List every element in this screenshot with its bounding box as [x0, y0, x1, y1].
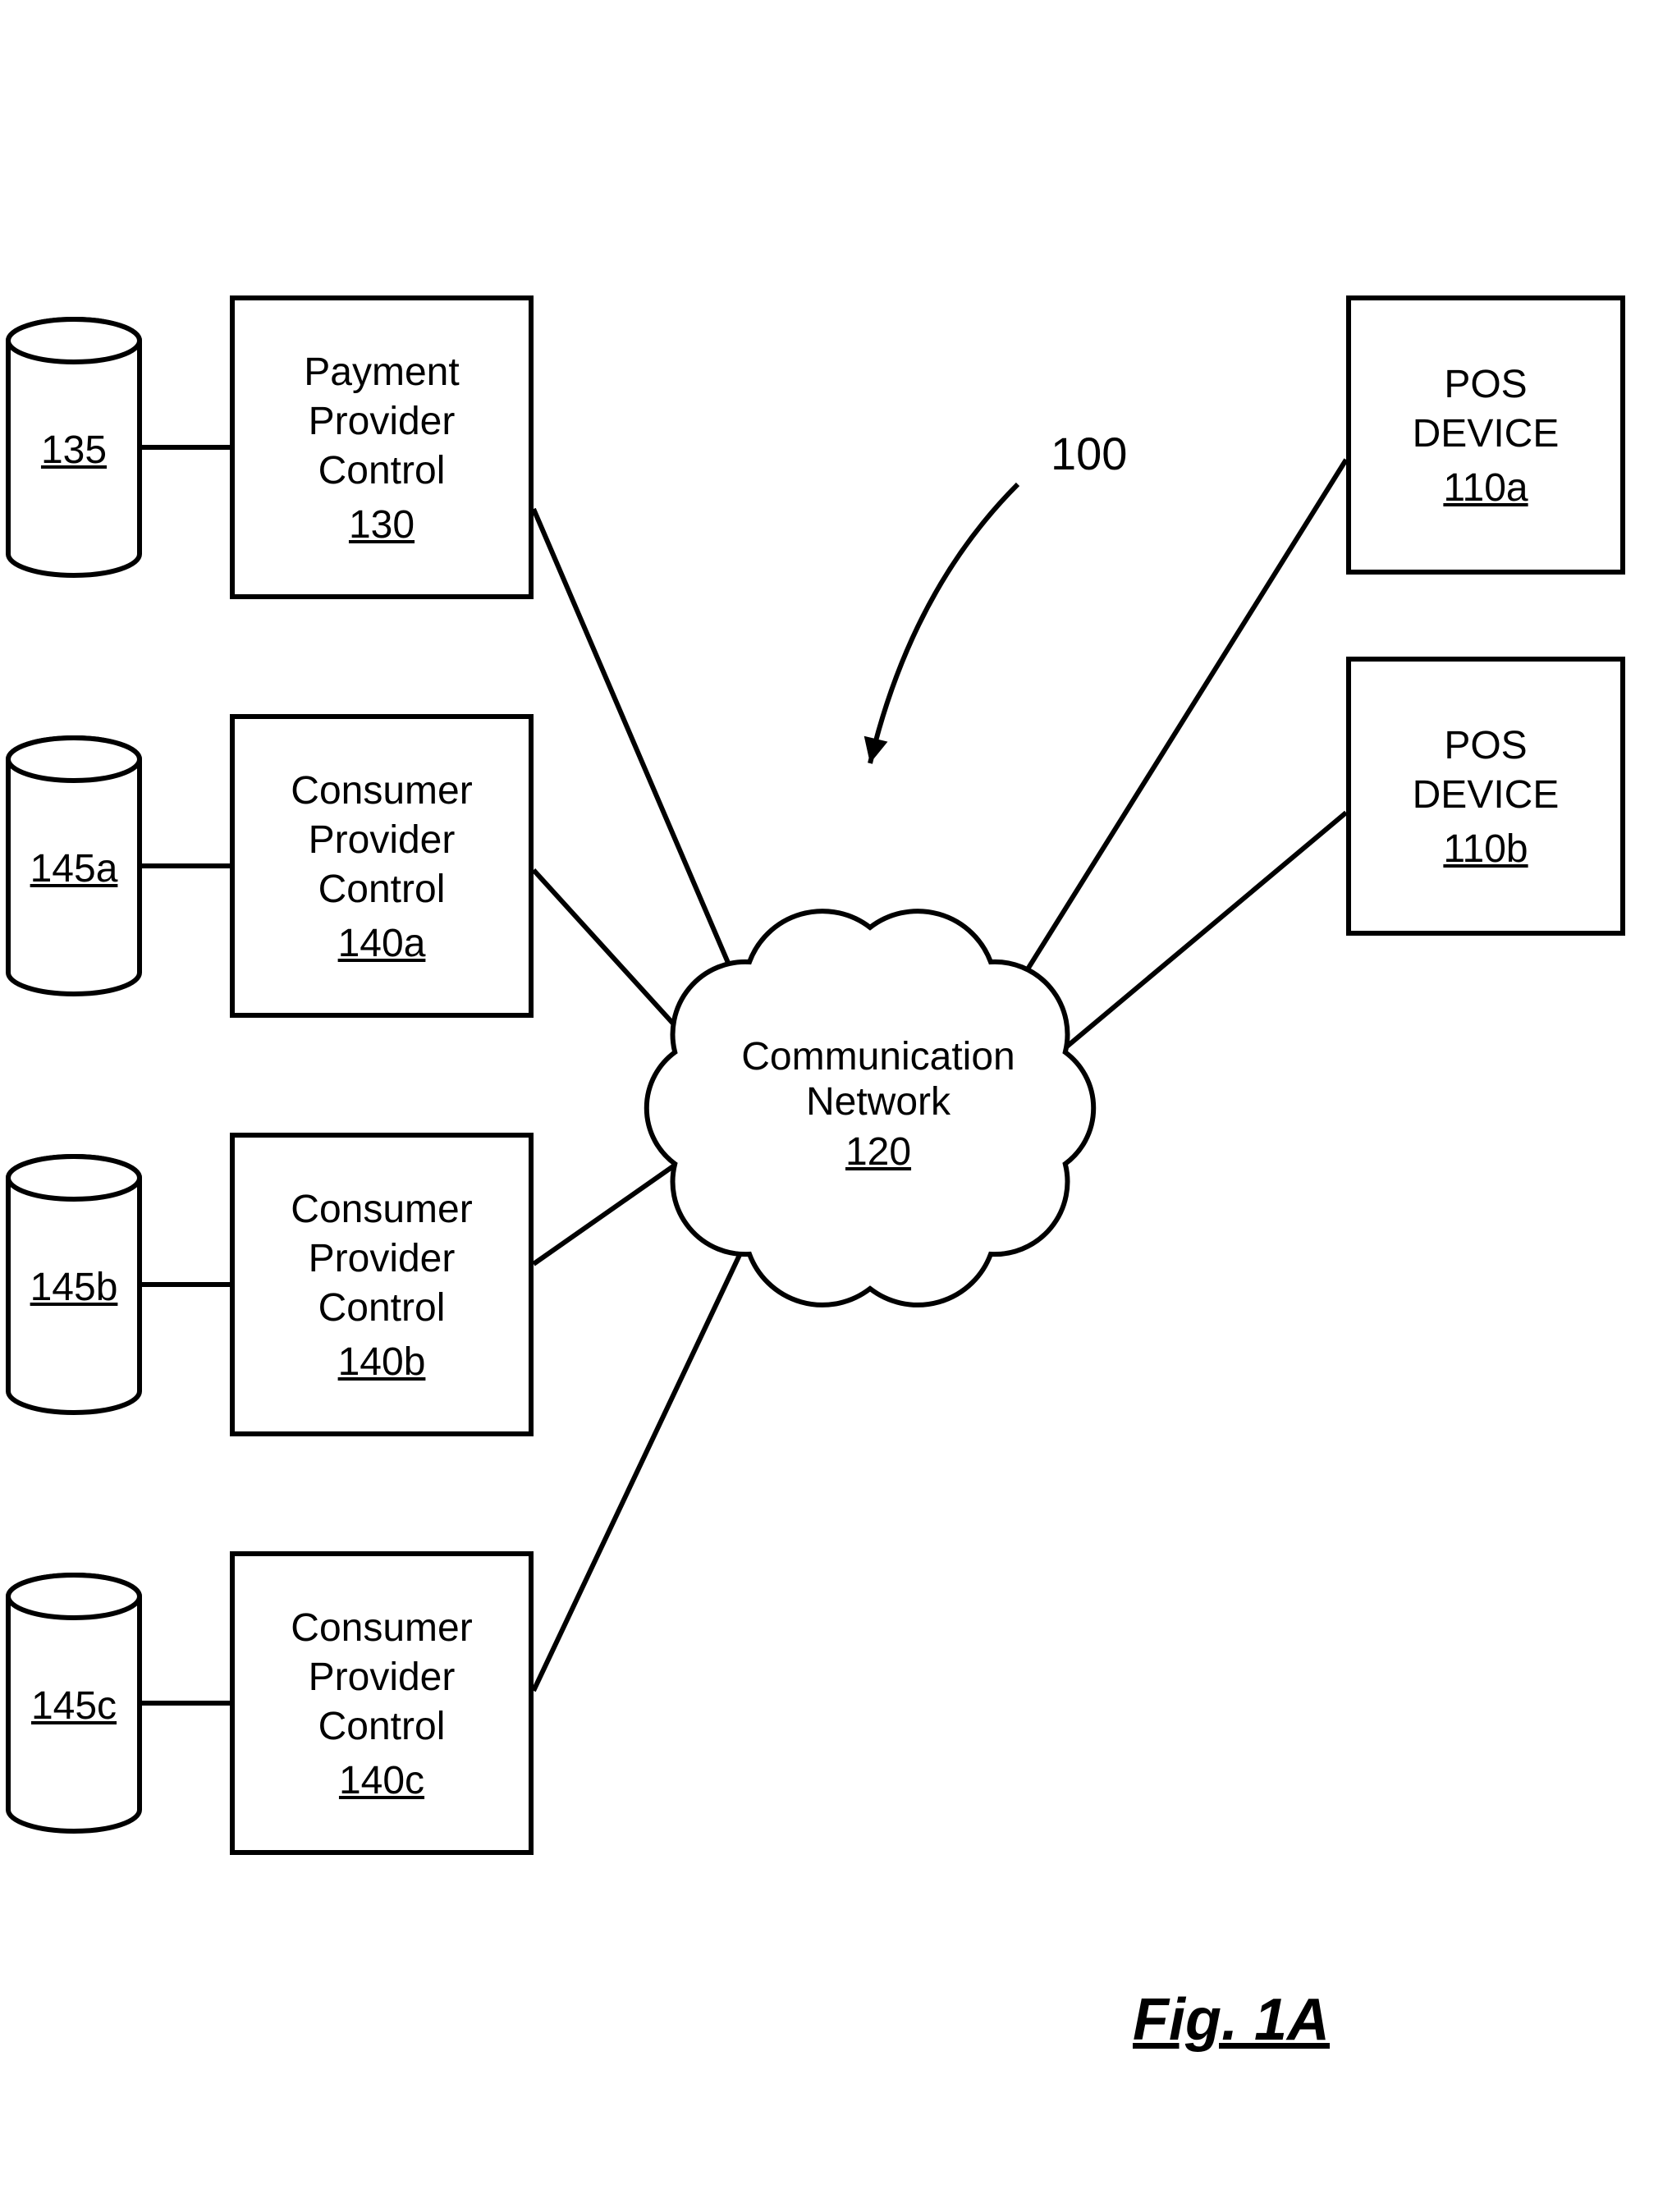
communication-network-label: Communication Network 120: [739, 1034, 1018, 1175]
box-label: POS: [1444, 360, 1527, 410]
pos-device-b: POS DEVICE 110b: [1346, 657, 1625, 936]
box-label: Consumer: [291, 767, 472, 816]
ref-arrow-head: [864, 736, 888, 763]
box-label: Control: [318, 1284, 446, 1333]
consumer-provider-control-a: Consumer Provider Control 140a: [230, 714, 534, 1018]
box-label: DEVICE: [1413, 771, 1560, 820]
box-id: 140b: [338, 1340, 426, 1385]
ref-arrow: [870, 484, 1018, 763]
box-label: DEVICE: [1413, 410, 1560, 459]
consumer-provider-control-c: Consumer Provider Control 140c: [230, 1551, 534, 1855]
db-label-135: 135: [8, 428, 140, 473]
box-id: 110a: [1443, 465, 1528, 511]
box-label: POS: [1444, 721, 1527, 771]
figure-label: Fig. 1A: [1133, 1986, 1330, 2054]
box-label: Control: [318, 865, 446, 914]
box-label: Control: [318, 1702, 446, 1752]
box-label: Provider: [309, 1234, 456, 1284]
db-label-145a: 145a: [8, 846, 140, 891]
system-ref-label: 100: [1051, 427, 1127, 480]
payment-provider-control: Payment Provider Control 130: [230, 295, 534, 599]
db-label-145b: 145b: [8, 1265, 140, 1310]
consumer-provider-control-b: Consumer Provider Control 140b: [230, 1133, 534, 1436]
box-id: 140c: [339, 1758, 424, 1803]
box-label: Payment: [304, 348, 459, 397]
cloud-title: Communication: [739, 1034, 1018, 1079]
db-label-145c: 145c: [8, 1683, 140, 1729]
cloud-title: Network: [739, 1079, 1018, 1124]
box-label: Consumer: [291, 1604, 472, 1653]
box-label: Provider: [309, 816, 456, 865]
box-id: 110b: [1443, 827, 1528, 872]
box-label: Provider: [309, 397, 456, 447]
cloud-id: 120: [739, 1129, 1018, 1175]
box-label: Control: [318, 447, 446, 496]
pos-device-a: POS DEVICE 110a: [1346, 295, 1625, 575]
box-label: Consumer: [291, 1185, 472, 1234]
box-label: Provider: [309, 1653, 456, 1702]
box-id: 140a: [338, 921, 426, 966]
box-id: 130: [349, 502, 415, 547]
